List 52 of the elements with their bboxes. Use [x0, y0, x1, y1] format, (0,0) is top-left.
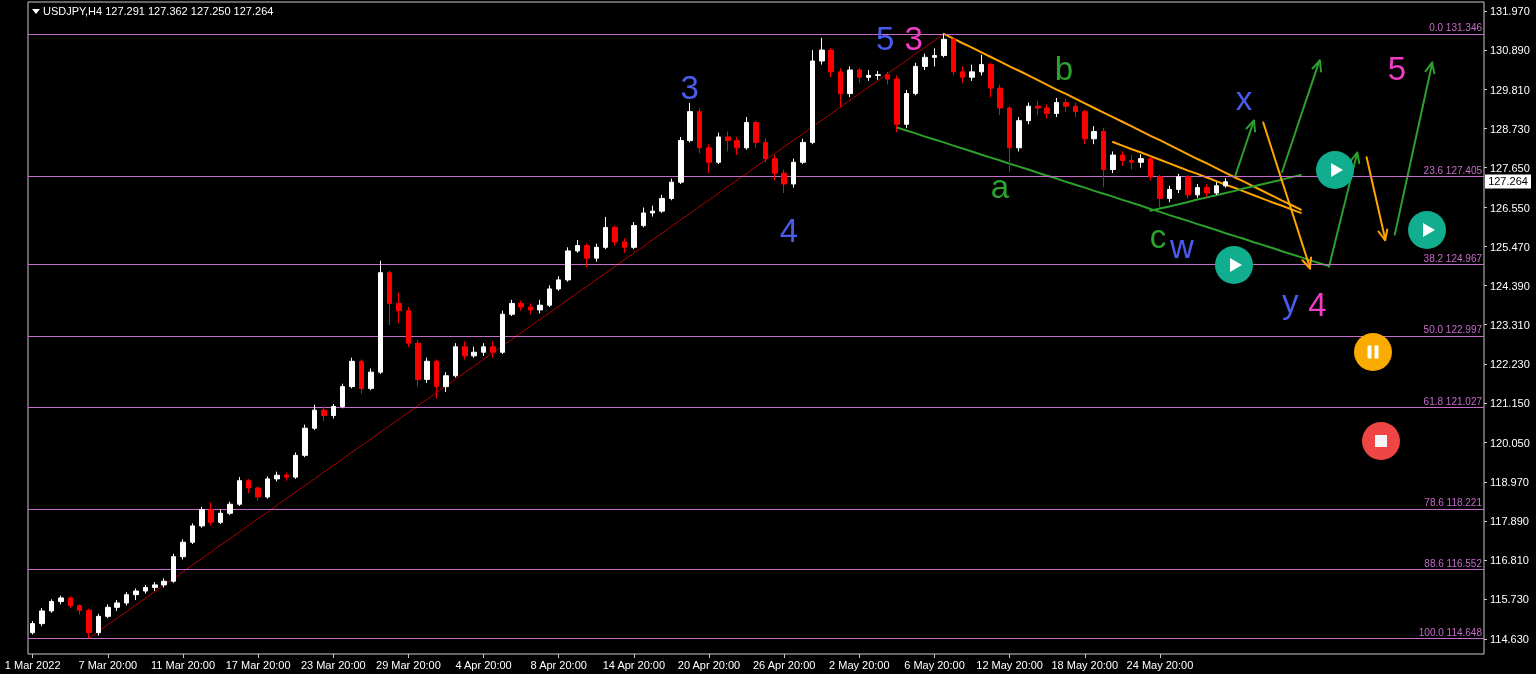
y-tick-label: 131.970	[1490, 5, 1530, 18]
y-tick-label: 116.810	[1490, 553, 1529, 566]
y-tick-label: 129.810	[1490, 83, 1530, 96]
y-tick-label: 124.390	[1490, 279, 1530, 292]
text: 127.264	[1488, 175, 1528, 188]
x-tick-label: 24 May 20:00	[1126, 658, 1194, 671]
y-tick-label: 122.230	[1490, 357, 1530, 370]
ref-line-label: 88.6 116.552	[1424, 557, 1483, 569]
x-tick-label: 14 Apr 20:00	[602, 658, 666, 671]
y-tick-label: 118.970	[1490, 475, 1529, 488]
chart-title: USDJPY,H4 127.291 127.362 127.250 127.264	[43, 4, 274, 17]
x-tick-label: 12 May 20:00	[976, 658, 1043, 671]
ref-line-label: 38.2 124.967	[1423, 253, 1483, 265]
x-tick-label: 6 May 20:00	[904, 658, 965, 671]
annotation: b	[1054, 50, 1074, 88]
x-tick-label: 2 May 20:00	[829, 658, 890, 671]
x-tick-label: 20 Apr 20:00	[677, 658, 741, 671]
ref-line-label: 61.8 121.027	[1423, 395, 1483, 407]
y-tick-label: 117.890	[1490, 514, 1529, 527]
annotation: c	[1149, 218, 1167, 256]
x-tick-label: 23 Mar 20:00	[300, 658, 366, 671]
y-tick-label: 127.650	[1490, 161, 1530, 174]
annotation: w	[1168, 228, 1194, 266]
x-tick-label: 8 Apr 20:00	[530, 658, 587, 671]
ref-line-label: 50.0 122.997	[1423, 324, 1483, 336]
y-tick-label: 130.890	[1490, 44, 1530, 57]
y-tick-label: 123.310	[1490, 318, 1530, 331]
annotation: a	[990, 168, 1010, 206]
ref-line-label: 100.0 114.648	[1418, 626, 1483, 638]
y-tick-label: 121.150	[1490, 396, 1530, 409]
x-tick-label: 11 Mar 20:00	[150, 658, 215, 671]
x-tick-label: 17 Mar 20:00	[225, 658, 291, 671]
annotation: x	[1235, 80, 1253, 118]
annotation: 4	[779, 211, 799, 249]
y-tick-label: 115.730	[1490, 593, 1529, 605]
x-tick-label: 1 Mar 2022	[4, 658, 61, 671]
ref-line-label: 78.6 118.221	[1424, 497, 1483, 509]
x-tick-label: 7 Mar 20:00	[78, 658, 138, 671]
x-tick-label: 18 May 20:00	[1051, 658, 1119, 671]
y-tick-label: 114.630	[1490, 632, 1529, 645]
annotation: 3	[680, 69, 699, 107]
y-tick-label: 125.470	[1490, 240, 1530, 253]
x-tick-label: 26 Apr 20:00	[752, 658, 816, 671]
x-tick-label: 4 Apr 20:00	[455, 658, 512, 671]
y-tick-label: 128.730	[1490, 122, 1530, 135]
x-tick-label: 29 Mar 20:00	[376, 658, 441, 671]
y-tick-label: 126.550	[1490, 201, 1530, 214]
annotation: y	[1282, 283, 1300, 321]
ref-line-label: 0.0 131.346	[1429, 22, 1483, 34]
y-tick-label: 120.050	[1490, 436, 1530, 449]
ref-line-label: 23.6 127.405	[1423, 164, 1483, 176]
annotation: 4	[1308, 286, 1327, 324]
